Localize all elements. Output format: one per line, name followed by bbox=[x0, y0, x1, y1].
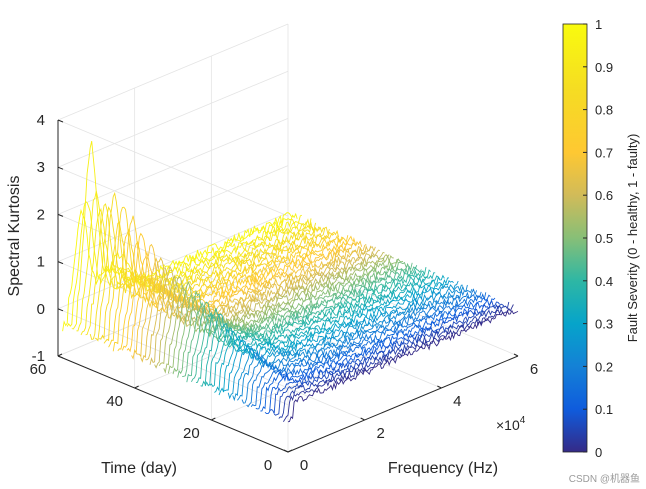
x-tick-mark bbox=[437, 385, 442, 389]
series-line-day-0 bbox=[287, 309, 519, 423]
grid-line-floor-y bbox=[134, 291, 365, 389]
colorbar-tick-label: 0.9 bbox=[595, 60, 613, 75]
z-tick-label: 3 bbox=[37, 159, 45, 176]
series-line-day-50.4 bbox=[94, 191, 326, 342]
series-line-day-34.8 bbox=[154, 251, 385, 369]
y-tick-mark bbox=[134, 385, 139, 389]
colorbar: 0 0.1 0.2 0.3 0.4 0.5 0.6 0.7 0.8 0.9 1 Fault Seve… bbox=[562, 17, 640, 460]
y-tick-label: 40 bbox=[106, 393, 123, 410]
colorbar-tick-label: 0.7 bbox=[595, 145, 613, 160]
y-tick-mark bbox=[287, 449, 293, 453]
x-axis-label: Frequency (Hz) bbox=[388, 460, 498, 477]
x-tick-label: 6 bbox=[530, 361, 538, 378]
colorbar-label: Fault Severity (0 - healthy, 1 - faulty) bbox=[625, 134, 640, 343]
series-line-day-18 bbox=[218, 277, 450, 396]
series-line-day-54 bbox=[80, 207, 312, 336]
series-line-day-38.4 bbox=[140, 245, 372, 363]
z-tick-mark bbox=[57, 261, 64, 265]
x-exponent-label: ×104 bbox=[496, 415, 526, 433]
series-line-day-46.8 bbox=[108, 228, 340, 348]
z-tick-mark bbox=[57, 308, 64, 312]
series-line-day-20.4 bbox=[209, 275, 441, 388]
x-exponent-power: 4 bbox=[520, 415, 526, 426]
colorbar-tick-label: 1 bbox=[595, 17, 602, 32]
series-line-day-28.8 bbox=[177, 261, 408, 378]
y-tick-mark bbox=[211, 417, 216, 421]
series-line-day-37.2 bbox=[145, 246, 376, 361]
axis-frame bbox=[57, 120, 519, 453]
series-line-day-9.6 bbox=[250, 291, 482, 407]
series-line-day-30 bbox=[172, 258, 404, 375]
colorbar-tick-label: 0.5 bbox=[595, 231, 613, 246]
series-line-day-12 bbox=[241, 288, 473, 404]
grid-line-z-back bbox=[57, 165, 289, 262]
colorbar-tick-label: 0.3 bbox=[595, 317, 613, 332]
series-line-day-7.2 bbox=[260, 294, 491, 412]
z-tick-label: 2 bbox=[37, 206, 45, 223]
series-line-day-43.2 bbox=[121, 232, 353, 351]
series-line-day-6 bbox=[264, 297, 496, 415]
grid-line-z-back bbox=[57, 23, 289, 121]
grid-line-z-back bbox=[57, 70, 289, 168]
x-exponent-base: ×10 bbox=[496, 417, 520, 433]
x-tick-mark bbox=[360, 417, 365, 421]
colorbar-tick-label: 0.4 bbox=[595, 274, 613, 289]
series-line-day-8.4 bbox=[255, 292, 487, 410]
series-line-day-19.2 bbox=[214, 274, 445, 393]
x-axis-line bbox=[287, 355, 519, 453]
watermark: CSDN @机器鱼 bbox=[569, 472, 640, 485]
colorbar-tick-label: 0 bbox=[595, 445, 602, 460]
z-axis-label: Spectral Kurtosis bbox=[6, 176, 23, 297]
y-tick-label: 0 bbox=[264, 457, 272, 474]
series-layer bbox=[62, 141, 519, 423]
colorbar-tick-label: 0.8 bbox=[595, 103, 613, 118]
z-tick-mark bbox=[57, 166, 64, 170]
series-line-day-49.2 bbox=[99, 221, 330, 340]
y-tick-mark bbox=[57, 353, 63, 357]
series-line-day-4.8 bbox=[269, 300, 500, 414]
z-tick-mark bbox=[57, 355, 64, 359]
z-tick-label: -1 bbox=[32, 348, 45, 365]
colorbar-tick-label: 0.6 bbox=[595, 188, 613, 203]
y-tick-label: 20 bbox=[183, 425, 200, 442]
x-tick-mark bbox=[283, 449, 289, 453]
series-line-day-2.4 bbox=[278, 301, 510, 419]
grid-line-floor-x bbox=[134, 323, 365, 421]
series-line-day-56.4 bbox=[71, 141, 302, 330]
z-tick-label: 0 bbox=[37, 301, 45, 318]
z-tick-label: 4 bbox=[37, 112, 45, 129]
y-axis-label: Time (day) bbox=[101, 460, 177, 477]
x-tick-mark bbox=[513, 353, 519, 357]
colorbar-ticks: 0 0.1 0.2 0.3 0.4 0.5 0.6 0.7 0.8 0.9 1 bbox=[583, 17, 613, 460]
grid-line-z-left bbox=[57, 308, 289, 406]
series-line-day-45.6 bbox=[112, 215, 344, 352]
x-tick-label: 2 bbox=[376, 425, 384, 442]
y-axis-line bbox=[57, 355, 289, 453]
x-tick-label: 4 bbox=[453, 393, 461, 410]
z-tick-mark bbox=[57, 119, 64, 123]
x-tick-label: 0 bbox=[300, 457, 308, 474]
colorbar-tick-label: 0.1 bbox=[595, 402, 613, 417]
colorbar-tick-label: 0.2 bbox=[595, 359, 613, 374]
z-tick-mark bbox=[57, 213, 64, 217]
z-tick-label: 1 bbox=[37, 254, 45, 271]
series-line-day-13.2 bbox=[237, 284, 468, 401]
series-line-day-22.8 bbox=[200, 269, 431, 387]
grid-line-z-left bbox=[57, 119, 289, 217]
y-tick-label: 60 bbox=[30, 361, 47, 378]
series-line-day-36 bbox=[149, 249, 381, 365]
